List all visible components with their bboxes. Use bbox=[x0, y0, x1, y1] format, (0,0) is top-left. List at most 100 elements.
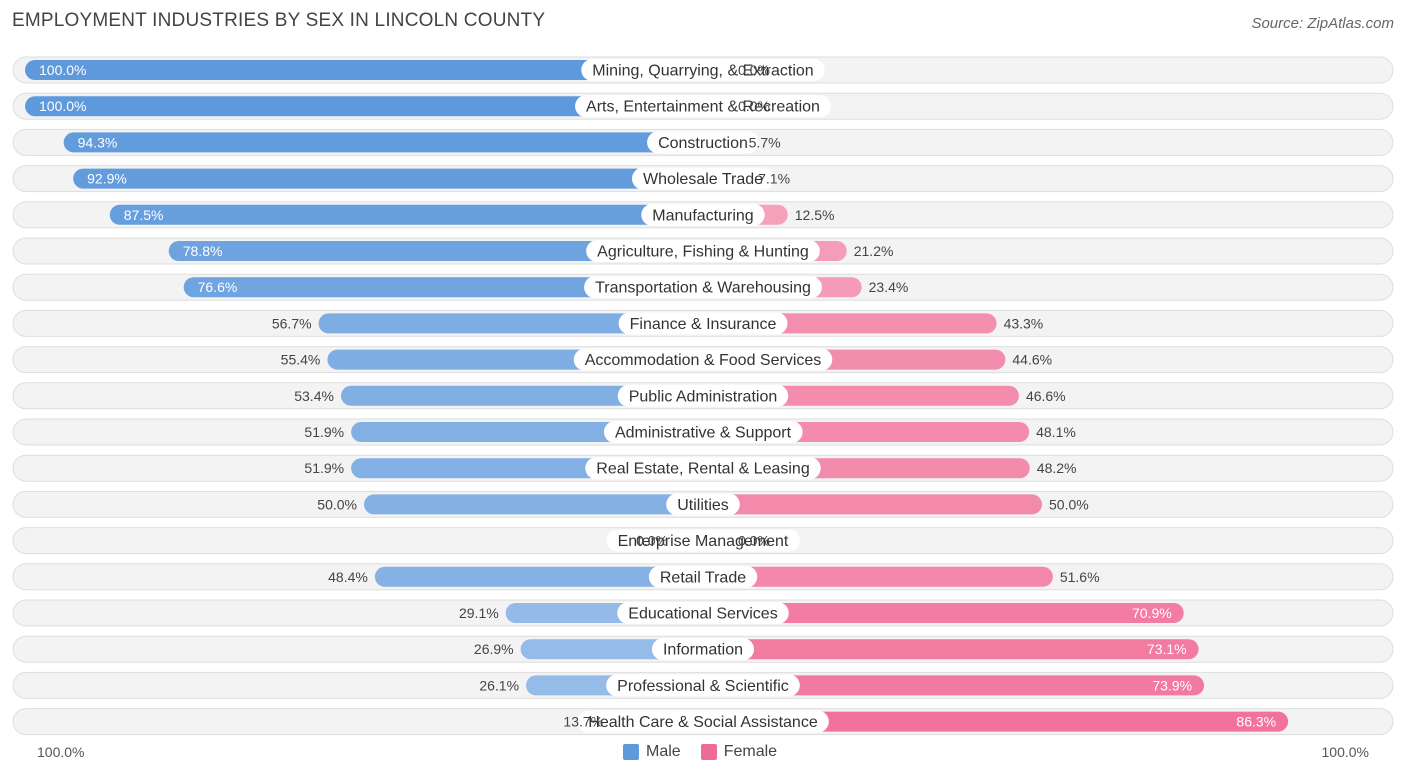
male-value-label: 55.4% bbox=[281, 352, 321, 368]
bar-row: Real Estate, Rental & Leasing 51.9% 48.2% bbox=[12, 454, 1394, 482]
legend-item-male: Male bbox=[623, 743, 681, 761]
male-bar bbox=[109, 204, 703, 225]
category-label: Accommodation & Food Services bbox=[585, 352, 822, 369]
male-value-label: 26.1% bbox=[479, 677, 519, 693]
male-value-label: 26.9% bbox=[474, 641, 514, 657]
male-value-label: 76.6% bbox=[198, 279, 238, 295]
female-value-label: 70.9% bbox=[1132, 605, 1172, 621]
male-bar bbox=[168, 241, 704, 261]
category-label: Information bbox=[663, 642, 743, 659]
female-bar bbox=[703, 711, 1289, 732]
bar-row: Wholesale Trade 92.9% 7.1% bbox=[12, 165, 1394, 193]
male-value-label: 29.1% bbox=[459, 605, 499, 621]
legend-female-label: Female bbox=[723, 743, 778, 760]
chart-canvas: Mining, Quarrying, & Extraction 100.0% 0.0… bbox=[12, 56, 1394, 736]
bar-row: Administrative & Support 51.9% 48.1% bbox=[12, 418, 1394, 446]
male-bar bbox=[340, 385, 703, 406]
male-value-label: 48.4% bbox=[328, 569, 368, 585]
female-value-label: 0.0% bbox=[738, 62, 770, 78]
category-label: Wholesale Trade bbox=[643, 171, 763, 188]
category-label: Transportation & Warehousing bbox=[595, 280, 811, 297]
female-value-label: 50.0% bbox=[1049, 496, 1089, 512]
category-pill bbox=[641, 203, 765, 226]
male-value-label: 94.3% bbox=[78, 134, 118, 150]
female-value-label: 73.1% bbox=[1147, 641, 1187, 657]
category-label: Enterprise Management bbox=[618, 533, 789, 550]
chart-title: EMPLOYMENT INDUSTRIES BY SEX IN LINCOLN … bbox=[12, 10, 546, 31]
female-value-label: 48.1% bbox=[1036, 424, 1076, 440]
female-value-label: 48.2% bbox=[1037, 460, 1077, 476]
category-pill bbox=[603, 421, 803, 443]
category-pill bbox=[586, 240, 820, 262]
category-pill bbox=[577, 710, 829, 733]
bar-row: Accommodation & Food Services 55.4% 44.6% bbox=[12, 346, 1394, 374]
category-label: Health Care & Social Assistance bbox=[588, 714, 818, 731]
male-value-label: 0.0% bbox=[636, 533, 668, 549]
bar-row: Transportation & Warehousing 76.6% 23.4% bbox=[12, 273, 1394, 301]
category-pill bbox=[606, 529, 800, 552]
category-pill bbox=[575, 95, 831, 118]
axis-left-label: 100.0% bbox=[37, 744, 85, 760]
male-value-label: 50.0% bbox=[317, 496, 357, 512]
bar-row: Utilities 50.0% 50.0% bbox=[12, 490, 1394, 518]
bar-row: Mining, Quarrying, & Extraction 100.0% 0.0… bbox=[12, 56, 1394, 84]
male-bar bbox=[183, 277, 704, 298]
male-value-label: 100.0% bbox=[39, 62, 86, 78]
source-note: Source: ZipAtlas.com bbox=[1251, 15, 1394, 32]
category-label: Manufacturing bbox=[652, 207, 753, 224]
male-bar bbox=[364, 494, 703, 515]
category-label: Construction bbox=[658, 135, 748, 152]
female-value-label: 0.0% bbox=[738, 98, 770, 114]
bar-row: Information 26.9% 73.1% bbox=[12, 635, 1394, 663]
category-pill bbox=[581, 59, 825, 81]
category-label: Educational Services bbox=[628, 606, 777, 623]
category-pill bbox=[585, 457, 821, 480]
category-label: Mining, Quarrying, & Extraction bbox=[592, 63, 813, 80]
category-label: Public Administration bbox=[629, 388, 778, 405]
female-bar bbox=[703, 675, 1205, 696]
category-pill bbox=[631, 167, 775, 190]
bar-row: Arts, Entertainment & Recreation 100.0% 0.… bbox=[12, 92, 1394, 120]
female-bar bbox=[703, 494, 1042, 515]
male-bar bbox=[63, 132, 704, 153]
male-value-label: 51.9% bbox=[304, 424, 344, 440]
legend-male-swatch bbox=[623, 744, 639, 760]
category-pill bbox=[618, 312, 788, 335]
category-label: Administrative & Support bbox=[615, 425, 792, 442]
female-value-label: 44.6% bbox=[1012, 352, 1052, 368]
female-value-label: 5.7% bbox=[749, 134, 781, 150]
category-label: Real Estate, Rental & Leasing bbox=[596, 461, 809, 478]
male-value-label: 92.9% bbox=[87, 171, 127, 187]
category-pill bbox=[584, 276, 822, 299]
legend-item-female: Female bbox=[700, 743, 778, 761]
male-value-label: 87.5% bbox=[124, 207, 164, 223]
category-label: Finance & Insurance bbox=[630, 316, 777, 333]
male-value-label: 51.9% bbox=[304, 460, 344, 476]
category-pill bbox=[617, 602, 789, 624]
bar-row: Manufacturing 87.5% 12.5% bbox=[12, 201, 1394, 229]
male-bar bbox=[25, 60, 703, 80]
female-bar bbox=[703, 639, 1199, 660]
category-pill bbox=[648, 565, 758, 588]
female-value-label: 51.6% bbox=[1060, 569, 1100, 585]
category-label: Agriculture, Fishing & Hunting bbox=[597, 244, 809, 261]
bar-row: Educational Services 29.1% 70.9% bbox=[12, 599, 1394, 627]
male-bar bbox=[318, 313, 703, 334]
category-pill bbox=[606, 674, 800, 697]
female-bar bbox=[703, 566, 1053, 587]
male-bar bbox=[73, 168, 703, 189]
female-value-label: 43.3% bbox=[1004, 315, 1044, 331]
category-pill bbox=[573, 348, 833, 371]
male-bar bbox=[374, 566, 703, 587]
category-pill bbox=[666, 493, 740, 516]
female-value-label: 46.6% bbox=[1026, 388, 1066, 404]
male-bar bbox=[25, 96, 703, 117]
legend-female-swatch bbox=[700, 744, 717, 760]
female-value-label: 0.0% bbox=[738, 533, 770, 549]
category-label: Professional & Scientific bbox=[617, 678, 789, 695]
female-value-label: 7.1% bbox=[758, 171, 790, 187]
female-value-label: 86.3% bbox=[1236, 714, 1276, 730]
female-value-label: 12.5% bbox=[795, 207, 835, 223]
